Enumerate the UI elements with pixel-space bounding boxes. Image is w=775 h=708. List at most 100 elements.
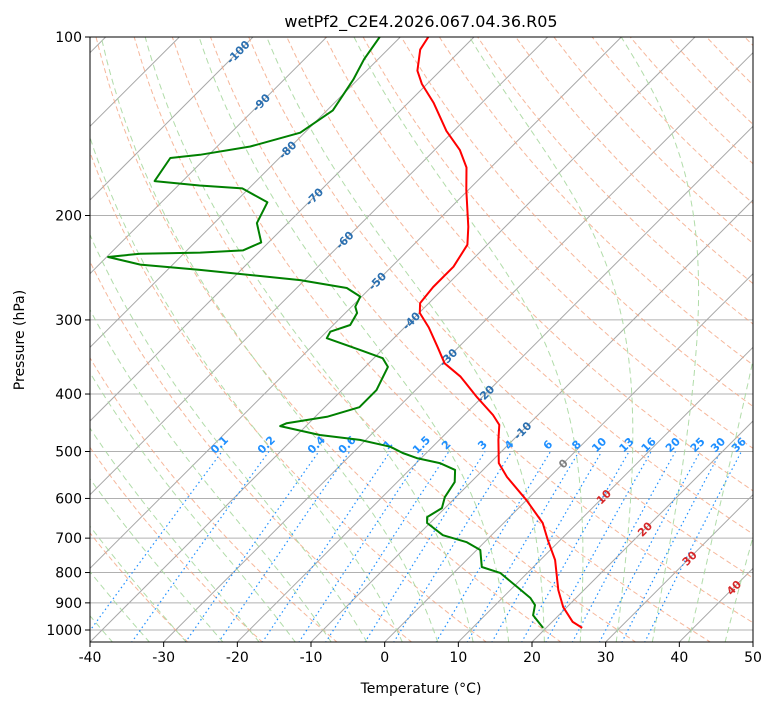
moist-adiabat (353, 37, 584, 642)
isotherm-line (162, 51, 753, 642)
x-axis-label: Temperature (°C) (360, 681, 482, 697)
isotherm-line (752, 641, 753, 642)
moist-adiabat (620, 37, 700, 642)
dry-adiabat (90, 260, 413, 642)
moist-adiabat (90, 477, 224, 642)
mixing-ratio-line (598, 451, 701, 642)
mixing-ratio-line (644, 451, 742, 642)
moist-adiabat (688, 357, 753, 642)
isotherm-line (90, 37, 401, 349)
mixing-ratio-label: 0.2 (255, 434, 278, 457)
isotherm-line (236, 125, 753, 642)
dry-adiabat (706, 37, 753, 86)
dry-adiabat (515, 37, 753, 285)
chart-title: wetPf2_C2E4.2026.067.04.36.R05 (284, 12, 557, 32)
dry-adiabat (248, 37, 753, 579)
moist-adiabat (100, 37, 439, 642)
x-tick-label: -10 (300, 650, 323, 666)
x-axis: -40 -30 -20 -10 0 10 20 30 40 50 (79, 642, 762, 666)
dry-adiabat (362, 37, 753, 449)
isotherm-line (90, 37, 622, 570)
isotherm-label: -90 (250, 91, 273, 114)
moist-adiabat (90, 308, 332, 642)
y-tick-label: 1000 (46, 623, 82, 639)
isotherm-label: -80 (276, 138, 299, 161)
isotherm-label: 10 (594, 487, 614, 507)
y-tick-label: 700 (55, 531, 82, 547)
dry-adiabat (324, 37, 753, 492)
y-axis-label: Pressure (hPa) (12, 290, 28, 390)
moist-adiabat (198, 37, 510, 642)
plot-frame (89, 36, 754, 643)
isotherm-line (604, 493, 753, 642)
moist-adiabat (266, 37, 545, 642)
dry-adiabat (553, 37, 753, 244)
moist-adiabat (90, 135, 403, 642)
dry-adiabat (90, 150, 488, 642)
mixing-ratio-line (364, 451, 486, 642)
mixing-ratio-line (90, 451, 223, 632)
background-line-labels: 0.1 0.2 0.4 0.6 1 1.5 2 3 4 6 8 10 13 16 20 25 30 36-100-… (208, 38, 749, 598)
isotherm-label: -70 (303, 185, 326, 208)
dry-adiabats (90, 37, 753, 642)
x-tick-label: 0 (380, 650, 389, 666)
dry-adiabat (90, 356, 338, 642)
mixing-ratio-line (571, 451, 677, 642)
moist-adiabat (90, 525, 187, 642)
moist-adiabat (724, 535, 753, 642)
sounding-profiles (107, 37, 583, 629)
x-tick-label: 30 (597, 650, 615, 666)
x-tick-label: -20 (226, 650, 249, 666)
pressure-gridlines (90, 37, 753, 631)
isotherm-line (90, 37, 475, 422)
isotherm-line (90, 37, 328, 275)
isotherm-line (457, 346, 753, 642)
y-tick-label: 900 (55, 596, 82, 612)
mixing-ratio-label: 4 (502, 437, 517, 452)
mixing-ratio-line (261, 451, 391, 642)
dry-adiabat (133, 37, 637, 642)
mixing-ratio-line (218, 451, 351, 642)
dry-adiabat (400, 37, 753, 408)
mixing-ratio-line (298, 451, 425, 642)
mixing-ratio-label: 25 (688, 435, 708, 455)
y-tick-label: 600 (55, 491, 82, 507)
moist-adiabat (90, 233, 368, 642)
mixing-ratio-label: 3 (475, 438, 490, 453)
mixing-ratio-line (325, 451, 450, 642)
isotherm-label: -100 (224, 38, 253, 67)
mixing-ratio-label: 6 (541, 437, 556, 452)
dry-adiabat (668, 37, 753, 126)
moist-adiabat (469, 37, 634, 642)
x-tick-label: -30 (152, 650, 175, 666)
dry-adiabat (171, 37, 712, 642)
mixing-ratio-line (393, 451, 513, 642)
dry-adiabat (210, 37, 753, 624)
plot-area: 0.1 0.2 0.4 0.6 1 1.5 2 3 4 6 8 10 13 16 20 25 30 36-100-… (90, 37, 753, 642)
x-tick-label: 40 (670, 650, 688, 666)
x-tick-label: 50 (744, 650, 762, 666)
x-tick-label: -40 (79, 650, 102, 666)
mixing-ratio-line (184, 451, 320, 642)
mixing-ratio-line (545, 451, 652, 642)
isotherm-line (90, 37, 696, 642)
dry-adiabat (90, 446, 263, 642)
moist-adiabats (90, 37, 753, 642)
isotherm-line (90, 37, 549, 496)
y-tick-label: 500 (55, 444, 82, 460)
mixing-ratio-line (621, 451, 722, 642)
moist-adiabat (144, 37, 474, 642)
isotherm-line (383, 272, 753, 642)
y-tick-label: 100 (55, 30, 82, 46)
isotherm-line (531, 420, 753, 642)
dry-adiabat (591, 37, 753, 205)
mixing-ratio-label: 0.1 (208, 434, 231, 457)
dewpoint-profile-line (107, 37, 544, 629)
moist-adiabat (90, 427, 260, 642)
mixing-ratio-label: 8 (569, 438, 584, 453)
mixing-ratio-lines (90, 451, 742, 642)
isotherm-line (90, 37, 254, 201)
mixing-ratio-label: 2 (439, 438, 454, 453)
temperature-profile-line (416, 37, 583, 629)
